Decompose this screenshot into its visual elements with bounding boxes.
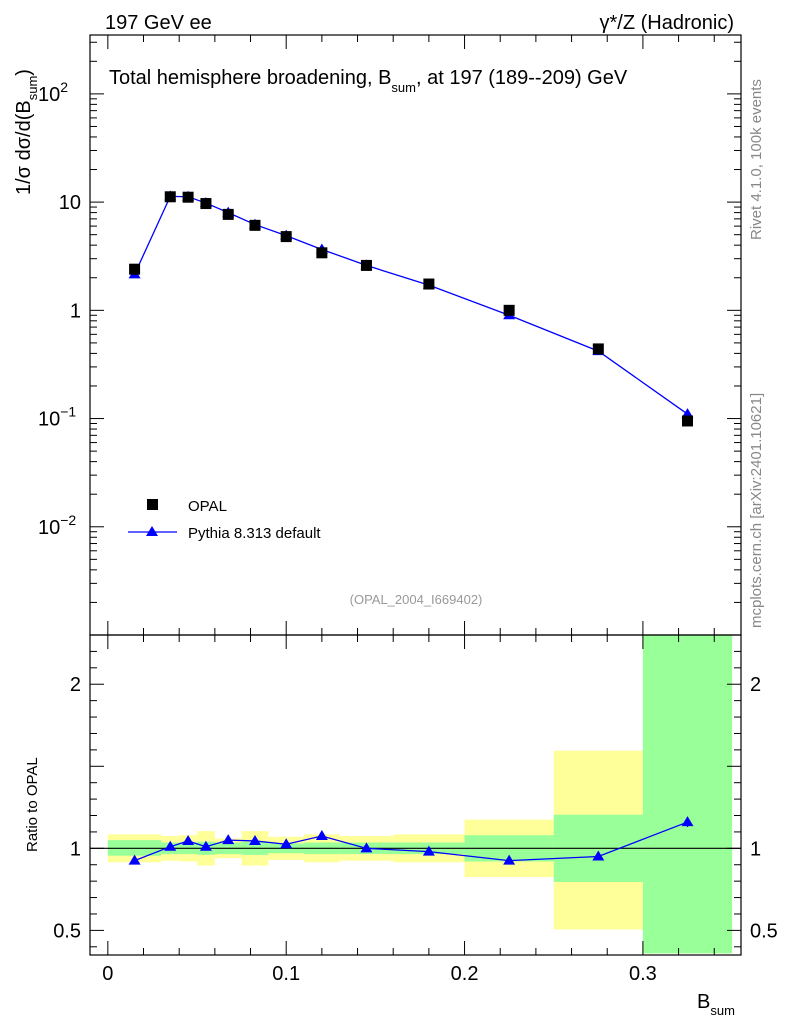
- opal-point: [681, 415, 693, 427]
- opal-point: [164, 191, 176, 203]
- mcplots-label: mcplots.cern.ch [arXiv:2401.10621]: [748, 393, 765, 628]
- ratio-plot-frame: [89, 634, 742, 956]
- y-tick-label: 10−1: [38, 404, 76, 431]
- ratio-point: [222, 834, 235, 845]
- legend: OPAL Pythia 8.313 default: [128, 498, 321, 542]
- x-tick-label: 0.3: [629, 963, 657, 985]
- ratio-y-axis-label: Ratio to OPAL: [24, 757, 41, 852]
- legend-pythia-marker: [146, 526, 158, 536]
- legend-pythia-label: Pythia 8.313 default: [188, 525, 321, 542]
- ratio-point: [199, 840, 212, 851]
- ratio-point: [681, 816, 694, 827]
- ratio-series: [128, 816, 694, 865]
- y-tick-label: 102: [38, 79, 68, 106]
- ratio-y-tick-label: 0.5: [53, 920, 81, 942]
- ratio-y-tick-label-right: 1: [750, 838, 761, 860]
- opal-point: [249, 219, 261, 231]
- ratio-y-tick-label: 1: [70, 838, 81, 860]
- analysis-id-label: (OPAL_2004_I669402): [350, 592, 483, 607]
- ratio-point: [164, 840, 177, 851]
- y-tick-label: 10: [59, 192, 81, 214]
- ratio-point: [503, 854, 516, 865]
- chart-title: Total hemisphere broadening, Bsum, at 19…: [109, 67, 628, 95]
- ratio-y-tick-label-right: 2: [750, 674, 761, 696]
- pythia-line: [133, 195, 688, 415]
- ratio-point: [360, 842, 373, 853]
- ratio-band-outer: [107, 635, 733, 954]
- process-label: γ*/Z (Hadronic): [600, 12, 734, 34]
- opal-point: [129, 263, 141, 275]
- opal-point: [200, 198, 212, 210]
- ratio-y-tick-label: 2: [70, 674, 81, 696]
- opal-point: [280, 231, 292, 243]
- opal-point: [423, 278, 435, 290]
- x-axis-label: Bsum: [697, 991, 735, 1018]
- ratio-point: [280, 838, 293, 849]
- ratio-point: [315, 830, 328, 841]
- y-tick-label: 10−2: [38, 512, 76, 539]
- ratio-point: [182, 834, 195, 845]
- ratio-point: [592, 850, 605, 861]
- ratio-point: [422, 845, 435, 856]
- opal-point: [592, 343, 604, 355]
- x-tick-label: 0.2: [451, 963, 479, 985]
- opal-point: [182, 191, 194, 203]
- opal-point: [503, 304, 515, 316]
- energy-label: 197 GeV ee: [105, 12, 212, 34]
- main-plot-frame: [89, 34, 742, 636]
- ratio-point: [128, 854, 141, 865]
- ratio-band-inner-bin: [642, 635, 733, 954]
- opal-series: [129, 191, 693, 427]
- x-tick-label: 0: [102, 963, 113, 985]
- ratio-y-tick-label-right: 0.5: [750, 920, 778, 942]
- ratio-point: [248, 834, 261, 845]
- rivet-version-label: Rivet 4.1.0, 100k events: [748, 79, 765, 240]
- y-axis-label: 1/σ dσ/d(Bsum): [13, 69, 40, 195]
- opal-point: [316, 247, 328, 259]
- x-tick-label: 0.1: [272, 963, 300, 985]
- legend-opal-marker: [147, 499, 158, 510]
- axis-ticks: 102 10 1 10−1 10−2 0 0.1 0.2 0.3 0.5 0.5 1 1 2 2: [38, 35, 778, 985]
- opal-point: [360, 259, 372, 271]
- opal-point: [222, 208, 234, 220]
- y-tick-label: 1: [70, 300, 81, 322]
- legend-opal-label: OPAL: [188, 498, 227, 515]
- pythia-series: [128, 190, 694, 419]
